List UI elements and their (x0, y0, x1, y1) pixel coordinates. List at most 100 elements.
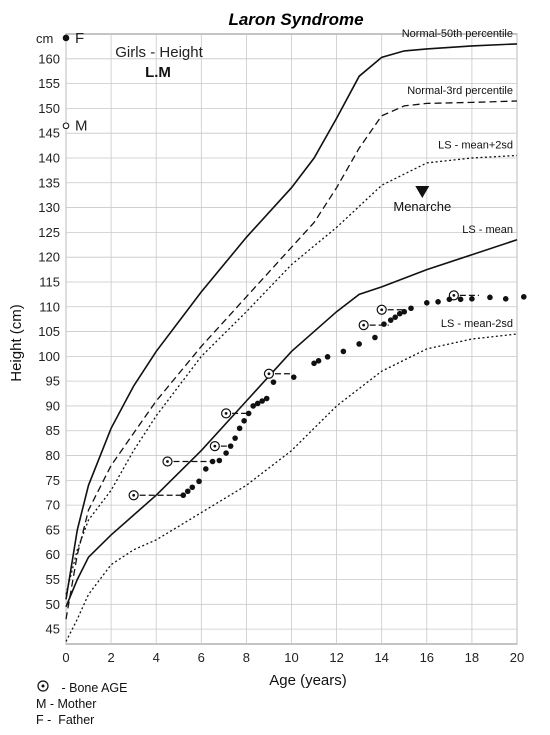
curve-label: Normal-50th percentile (402, 28, 513, 40)
y-tick-label: 70 (46, 498, 60, 513)
measurement-point (250, 403, 256, 409)
x-tick-label: 14 (374, 650, 388, 665)
curve-line (65, 100, 518, 620)
measurement-point (356, 341, 362, 347)
parent-marker (62, 122, 70, 130)
x-tick-label: 18 (465, 650, 479, 665)
measurement-point (290, 374, 297, 380)
measurement-point (203, 466, 209, 472)
measurement-point (259, 398, 265, 404)
measurement-point (223, 450, 229, 456)
y-tick-label: 120 (38, 250, 60, 265)
y-tick-label: 95 (46, 374, 60, 389)
x-axis-ticks: 0 2 4 6 8 10 12 14 16 18 20 (62, 650, 524, 665)
x-tick-label: 20 (510, 650, 524, 665)
measurement-point (469, 296, 475, 302)
measurement-point (387, 317, 394, 323)
x-axis-label: Age (years) (269, 672, 347, 689)
y-tick-label: 155 (38, 76, 60, 91)
legend: - Bone AGE M - Mother F - Father (36, 680, 127, 728)
legend-item: M - Mother (36, 696, 127, 712)
y-tick-label: 65 (46, 522, 60, 537)
bone-age-dot (362, 323, 366, 327)
bone-age-icon (36, 679, 58, 697)
measurement-point (209, 458, 216, 465)
y-tick-label: 45 (46, 622, 60, 637)
x-tick-label: 10 (284, 650, 298, 665)
y-tick-label: 160 (38, 51, 60, 66)
y-tick-label: 80 (46, 448, 60, 463)
measurement-point (502, 296, 509, 302)
parent-marker (62, 34, 70, 42)
measurement-point (189, 484, 196, 491)
menarche-triangle (415, 186, 430, 199)
y-tick-label: 140 (38, 150, 60, 165)
parent-label: F (75, 30, 84, 47)
bone-age-dot (380, 308, 384, 312)
measurement-point (520, 294, 527, 300)
legend-item: F - Father (36, 712, 127, 728)
y-tick-label: 105 (38, 324, 60, 339)
y-tick-label: 75 (46, 473, 60, 488)
curve-labels: Normal-50th percentile Normal-3rd percent… (402, 28, 513, 330)
annotations: Menarche (393, 186, 451, 214)
curve-line (65, 154, 518, 595)
y-tick-label: 135 (38, 175, 60, 190)
bone-age-dot (267, 372, 271, 376)
bone-age-markers (128, 290, 479, 501)
x-tick-label: 0 (62, 650, 69, 665)
measurement-point (324, 354, 331, 360)
grid (65, 33, 518, 645)
y-tick-label: 125 (38, 225, 60, 240)
measurement-point (340, 348, 347, 355)
measurement-point (236, 425, 243, 432)
y-tick-label: 100 (38, 349, 60, 364)
y-tick-label: 55 (46, 572, 60, 587)
measurement-point (311, 360, 317, 367)
measurement-point (408, 305, 414, 312)
curve-label: Normal-3rd percentile (407, 85, 513, 97)
measurement-point (457, 296, 464, 303)
y-tick-label: 145 (38, 126, 60, 141)
annotation-label: Menarche (393, 199, 451, 214)
measurement-points (180, 294, 527, 499)
y-tick-label: 85 (46, 423, 60, 438)
x-tick-label: 6 (198, 650, 205, 665)
measurement-point (270, 379, 277, 385)
x-tick-label: 8 (243, 650, 250, 665)
bone-age-dot (224, 411, 228, 415)
legend-text: - Bone AGE (58, 681, 128, 695)
y-axis-label: Height (cm) (8, 304, 25, 382)
parent-markers: FM (62, 30, 88, 135)
x-tick-label: 4 (153, 650, 160, 665)
measurement-point (184, 488, 191, 495)
measurement-point (263, 395, 270, 402)
measurement-point (315, 358, 322, 364)
measurement-point (381, 321, 387, 327)
legend-text: F - Father (36, 713, 95, 727)
y-unit-label: cm (36, 31, 53, 46)
measurement-point (180, 492, 187, 499)
y-tick-label: 115 (39, 274, 60, 289)
legend-text: M - Mother (36, 697, 97, 711)
legend-item: - Bone AGE (36, 680, 127, 696)
y-tick-label: 90 (46, 398, 60, 413)
x-tick-label: 16 (420, 650, 434, 665)
y-tick-label: 60 (46, 547, 60, 562)
y-axis-ticks: 45 50 55 60 65 70 75 80 85 90 95 100 105 110 115 120 125… (38, 51, 60, 636)
measurement-point (487, 294, 493, 301)
chart-subtitle: Girls - Height (115, 44, 203, 61)
curve-line (65, 43, 518, 600)
measurement-point (396, 310, 403, 317)
chart-title: Laron Syndrome (228, 10, 363, 29)
measurement-point (254, 400, 261, 407)
bone-age-dot (452, 293, 456, 297)
y-tick-label: 150 (38, 101, 60, 116)
curve-label: LS - mean-2sd (441, 318, 513, 330)
y-tick-label: 110 (39, 299, 60, 314)
curve-label: LS - mean (462, 224, 513, 236)
measurement-point (227, 443, 234, 449)
x-tick-label: 12 (329, 650, 343, 665)
measurement-point (446, 296, 453, 303)
